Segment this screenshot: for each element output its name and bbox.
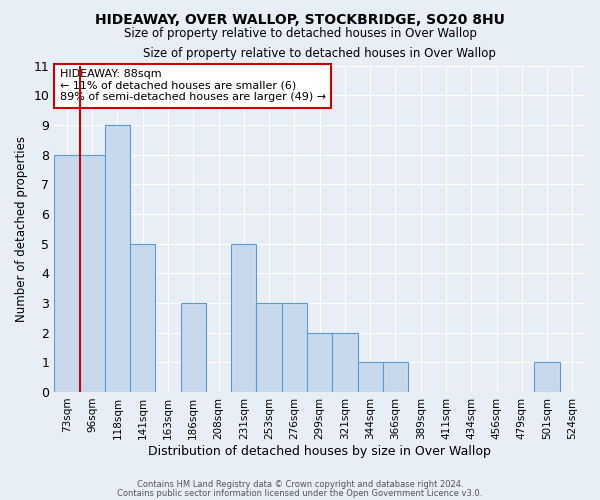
Bar — [535, 362, 560, 392]
Text: Contains public sector information licensed under the Open Government Licence v3: Contains public sector information licen… — [118, 488, 482, 498]
Text: HIDEAWAY: 88sqm
← 11% of detached houses are smaller (6)
89% of semi-detached ho: HIDEAWAY: 88sqm ← 11% of detached houses… — [59, 69, 326, 102]
Bar — [54, 155, 80, 392]
Bar — [105, 125, 130, 392]
Text: Size of property relative to detached houses in Over Wallop: Size of property relative to detached ho… — [124, 28, 476, 40]
Text: HIDEAWAY, OVER WALLOP, STOCKBRIDGE, SO20 8HU: HIDEAWAY, OVER WALLOP, STOCKBRIDGE, SO20… — [95, 12, 505, 26]
Bar — [332, 332, 358, 392]
Bar — [130, 244, 155, 392]
Bar — [256, 303, 282, 392]
Bar — [383, 362, 408, 392]
Bar — [80, 155, 105, 392]
X-axis label: Distribution of detached houses by size in Over Wallop: Distribution of detached houses by size … — [148, 444, 491, 458]
Bar — [307, 332, 332, 392]
Bar — [181, 303, 206, 392]
Text: Contains HM Land Registry data © Crown copyright and database right 2024.: Contains HM Land Registry data © Crown c… — [137, 480, 463, 489]
Title: Size of property relative to detached houses in Over Wallop: Size of property relative to detached ho… — [143, 48, 496, 60]
Y-axis label: Number of detached properties: Number of detached properties — [15, 136, 28, 322]
Bar — [282, 303, 307, 392]
Bar — [231, 244, 256, 392]
Bar — [358, 362, 383, 392]
